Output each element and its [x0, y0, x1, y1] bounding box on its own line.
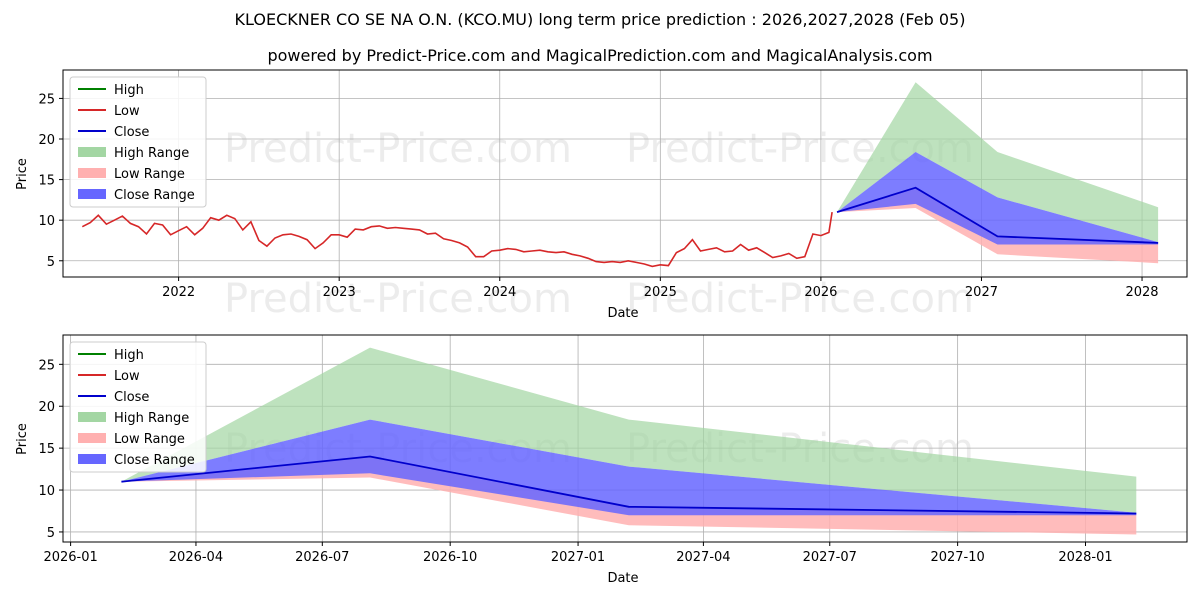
watermark: Predict-Price.com [224, 276, 572, 322]
x-tick-label: 2026-10 [423, 550, 477, 565]
y-tick-label: 20 [38, 400, 55, 415]
x-tick-label: 2025 [644, 285, 677, 300]
y-tick-label: 5 [47, 526, 55, 541]
x-tick-label: 2026 [804, 285, 837, 300]
watermark: Predict-Price.com [626, 276, 974, 322]
plot-frame [62, 69, 1188, 278]
close-forecast-line [121, 455, 1137, 515]
close-range-band [121, 419, 1137, 516]
legend: High Low Close High Range Low Range Close Ran… [69, 341, 207, 473]
x-tick-label: 2026-04 [169, 550, 223, 565]
legend-label: Close [114, 390, 149, 405]
close-range-band [837, 152, 1159, 245]
x-tick-label: 2024 [483, 285, 516, 300]
legend-label: Low [114, 369, 140, 384]
chart-title: KLOECKNER CO SE NA O.N. (KCO.MU) long te… [234, 10, 966, 29]
y-tick-label: 25 [38, 92, 55, 107]
chart-subtitle: powered by Predict-Price.com and Magical… [267, 46, 933, 65]
high-range-band [121, 347, 1137, 513]
y-tick-label: 20 [38, 133, 55, 148]
high-range-band [837, 82, 1159, 243]
bottom-panel: Predict-Price.com Predict-Price.com 2026… [15, 334, 1188, 586]
y-tick-label: 5 [47, 255, 55, 270]
x-tick-label: 2028-01 [1058, 550, 1112, 565]
y-tick-label: 15 [38, 442, 55, 457]
x-tick-label: 2028 [1125, 285, 1158, 300]
legend-swatch [78, 433, 106, 443]
legend-label: Close [114, 125, 149, 140]
legend-swatch [78, 147, 106, 157]
legend-label: Low [114, 104, 140, 119]
legend-swatch [78, 454, 106, 464]
legend-label: High [114, 348, 144, 363]
legend-label: Close Range [114, 453, 195, 468]
y-axis-label: Price [15, 158, 30, 190]
x-axis-label: Date [607, 306, 638, 321]
close-forecast-line [836, 186, 1159, 244]
plot-frame [62, 334, 1188, 543]
legend-label: High Range [114, 146, 189, 161]
watermark: Predict-Price.com [224, 126, 572, 172]
low-history-line [81, 211, 833, 268]
legend-swatch [78, 189, 106, 199]
x-tick-label: 2027 [965, 285, 998, 300]
legend-label: Low Range [114, 167, 185, 182]
legend: High Low Close High Range Low Range Close Ran… [69, 76, 207, 208]
legend-label: High [114, 83, 144, 98]
x-tick-label: 2027-10 [930, 550, 984, 565]
x-tick-label: 2027-04 [676, 550, 730, 565]
legend-label: Close Range [114, 188, 195, 203]
x-tick-label: 2023 [323, 285, 356, 300]
x-tick-label: 2027-07 [803, 550, 857, 565]
legend-label: Low Range [114, 432, 185, 447]
legend-swatch [78, 412, 106, 422]
y-tick-label: 10 [38, 214, 55, 229]
legend-swatch [78, 168, 106, 178]
top-panel: Predict-Price.com Predict-Price.com Pred… [15, 69, 1188, 322]
legend-label: High Range [114, 411, 189, 426]
x-tick-label: 2026-07 [295, 550, 349, 565]
x-tick-label: 2022 [162, 285, 195, 300]
x-tick-label: 2027-01 [551, 550, 605, 565]
y-tick-label: 10 [38, 484, 55, 499]
y-tick-label: 25 [38, 358, 55, 373]
y-tick-label: 15 [38, 174, 55, 189]
x-tick-label: 2026-01 [43, 550, 97, 565]
y-axis-label: Price [15, 423, 30, 455]
x-axis-label: Date [607, 571, 638, 586]
